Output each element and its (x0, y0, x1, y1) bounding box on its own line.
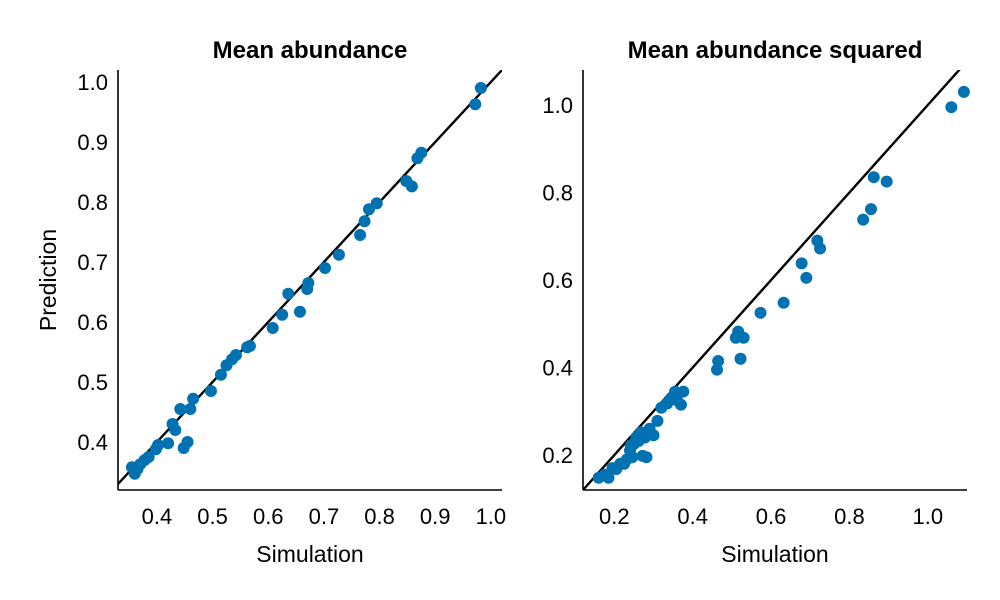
data-point (754, 306, 767, 319)
data-point (229, 349, 242, 361)
x-tick-label: 0.2 (599, 504, 630, 529)
data-point (734, 352, 747, 365)
data-point (319, 262, 332, 274)
data-point (204, 385, 217, 397)
data-point (800, 271, 813, 284)
x-tick-label: 0.6 (756, 504, 787, 529)
data-point (795, 257, 808, 270)
data-point (282, 287, 295, 300)
data-point (640, 451, 653, 464)
data-point (865, 203, 877, 216)
data-point (214, 368, 227, 381)
data-point (152, 439, 165, 451)
panel-mean-abundance-squared: Mean abundance squared 0.2 0.4 0.6 0.8 1.0 0.2… (542, 37, 970, 567)
x-tick-label: 0.8 (364, 504, 395, 529)
y-tick-label: 0.6 (542, 268, 573, 293)
data-point (677, 385, 690, 398)
data-point (405, 180, 418, 193)
y-axis-label: Prediction (35, 229, 61, 331)
data-point (867, 171, 880, 184)
data-point (957, 85, 970, 98)
y-tick-label: 1.0 (77, 70, 108, 95)
data-point (169, 424, 182, 436)
data-point (174, 403, 187, 415)
chart-title: Mean abundance (213, 37, 408, 64)
y-tick-label: 0.8 (77, 190, 108, 215)
data-point (777, 296, 790, 309)
data-point (602, 471, 615, 484)
y-tick-label: 0.8 (542, 181, 573, 206)
y-tick-label: 0.6 (77, 310, 108, 335)
data-point (712, 354, 725, 367)
data-point (469, 98, 482, 111)
data-point (354, 229, 367, 241)
x-tick-label: 0.4 (677, 504, 708, 529)
data-point (181, 436, 194, 448)
identity-line (583, 70, 961, 490)
x-tick-label: 0.7 (309, 504, 340, 529)
y-tick-label: 1.0 (542, 93, 573, 118)
x-tick-label: 0.4 (142, 504, 173, 529)
data-point (266, 322, 279, 334)
data-point (187, 392, 200, 405)
x-tick-label: 0.5 (197, 504, 228, 529)
data-point (142, 451, 155, 463)
data-point (880, 175, 893, 188)
chart-title: Mean abundance squared (628, 37, 923, 64)
data-point (162, 437, 175, 450)
data-point (370, 197, 383, 210)
y-tick-label: 0.2 (542, 443, 573, 468)
data-point (293, 305, 306, 318)
y-tick-label: 0.5 (77, 370, 108, 395)
data-point (857, 213, 870, 226)
data-point (711, 363, 724, 376)
y-tick-label: 0.7 (77, 250, 108, 275)
data-point (626, 451, 639, 464)
x-tick-label: 0.9 (420, 504, 451, 529)
x-axis-label: Simulation (721, 541, 828, 567)
y-tick-label: 0.9 (77, 130, 108, 155)
y-tick-label: 0.4 (542, 356, 573, 381)
data-point (415, 146, 428, 159)
x-tick-label: 0.8 (834, 504, 865, 529)
x-tick-label: 1.0 (476, 504, 507, 529)
data-point (474, 82, 487, 94)
data-point (647, 429, 660, 442)
y-tick-label: 0.4 (77, 430, 108, 455)
data-point (945, 101, 958, 114)
data-point (276, 308, 289, 321)
data-point (674, 398, 687, 411)
data-point (814, 242, 827, 255)
data-point (332, 248, 345, 261)
x-tick-label: 1.0 (913, 504, 944, 529)
data-point (302, 277, 315, 289)
data-point (737, 331, 750, 344)
data-point (651, 414, 664, 427)
data-point (184, 403, 197, 415)
data-point (243, 340, 256, 352)
x-axis-label: Simulation (256, 541, 363, 567)
panel-mean-abundance: Mean abundance 0.4 0.5 0.6 0.7 0.8 0.9 1.0 0.4 0.… (35, 37, 507, 567)
data-point (358, 215, 371, 228)
x-tick-label: 0.6 (253, 504, 284, 529)
